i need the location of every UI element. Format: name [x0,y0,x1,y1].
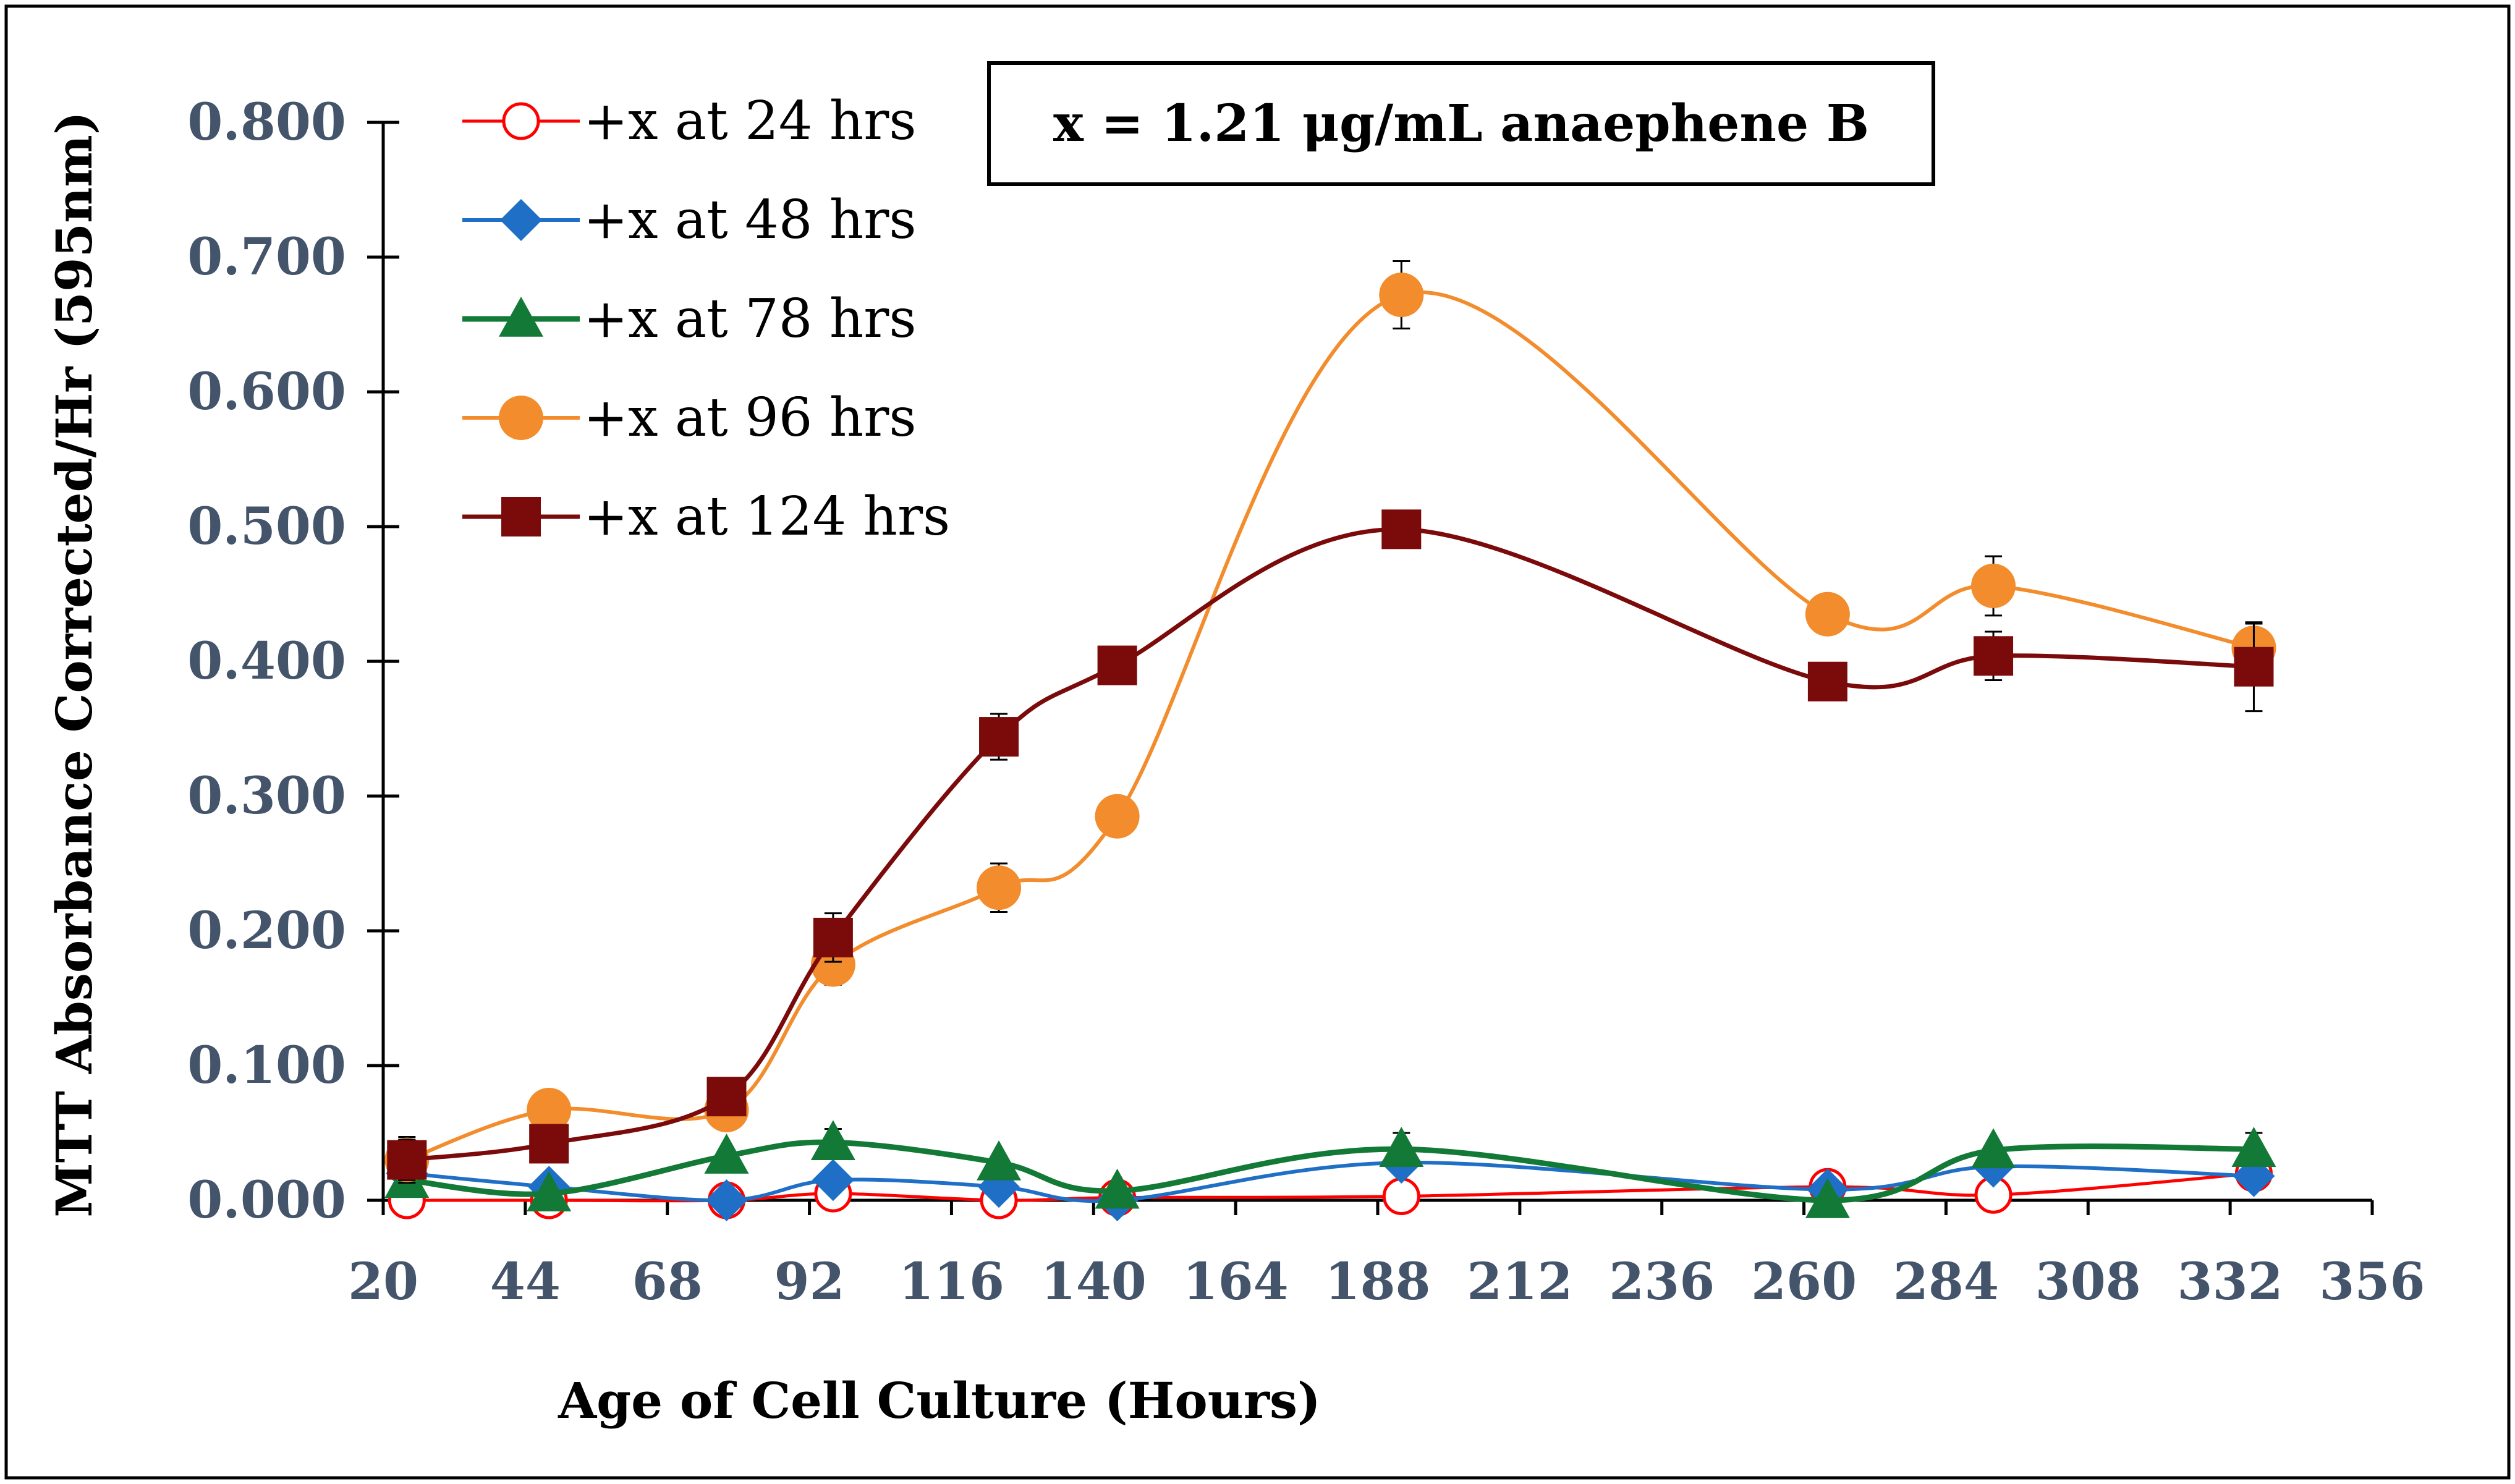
legend-item-1: +x at 24 hrs [462,90,916,152]
data-point [977,865,1022,910]
series-layer [384,260,2276,1221]
data-point [1805,1178,1850,1218]
x-tick-label: 20 [348,1252,418,1312]
legend-item-3: +x at 78 hrs [462,288,916,350]
data-point [1381,509,1422,549]
legend-label: +x at 24 hrs [583,90,916,152]
axes: 20 44 68 92 116 140 164 188 212 236 260 284 308 332 35… [187,93,2425,1312]
x-tick-label: 212 [1467,1252,1572,1312]
series-5 [387,509,2274,1181]
data-point [2231,1127,2276,1167]
y-tick-label: 0.100 [187,1036,346,1095]
legend-label: +x at 124 hrs [583,486,950,548]
legend-marker [499,297,543,337]
data-point [810,1120,855,1161]
data-point [1805,591,1850,637]
x-tick-label: 68 [632,1252,703,1312]
data-point [706,1077,747,1117]
legend-marker [501,497,541,536]
x-tick-label: 164 [1183,1252,1289,1312]
x-tick-label: 92 [774,1252,845,1312]
data-point [1095,1168,1140,1209]
y-tick-label: 0.000 [187,1171,346,1230]
x-axis-title: Age of Cell Culture (Hours) [558,1372,1321,1430]
data-point [1379,1127,1424,1167]
series-line [407,1160,2254,1203]
series-line [406,1139,2254,1203]
x-tick-label: 44 [490,1252,561,1312]
annotation-box: x = 1.21 μg/mL anaephene B [987,61,1935,186]
x-tick-label: 332 [2178,1252,2283,1312]
x-tick-label: 116 [899,1252,1004,1312]
chart-frame [4,4,2511,1480]
data-point [1382,1177,1420,1215]
data-point [979,717,1019,757]
x-tick-label: 188 [1325,1252,1430,1312]
data-point [1971,1128,2016,1169]
data-point [705,1179,748,1221]
legend-label: +x at 78 hrs [583,288,916,350]
x-tick-label: 308 [2035,1252,2141,1312]
legend-label: +x at 48 hrs [583,189,916,251]
legend-label: +x at 96 hrs [583,387,916,449]
data-point [1971,563,2016,608]
data-point [527,1171,572,1211]
x-tick-label: 236 [1609,1252,1715,1312]
data-point [1095,794,1140,839]
legend-item-5: +x at 124 hrs [462,486,950,548]
y-tick-label: 0.500 [187,497,346,556]
data-point [1379,273,1424,318]
y-tick-label: 0.200 [187,901,346,960]
legend-marker [500,199,542,241]
series-3 [384,1120,2276,1218]
y-tick-label: 0.300 [187,766,346,826]
legend: +x at 24 hrs +x at 48 hrs +x at 78 hrs +x a… [462,90,950,548]
data-point [387,1140,427,1180]
data-point [977,1140,1022,1181]
legend-marker [502,102,540,140]
data-point [2234,647,2274,687]
data-point [1974,636,2014,676]
legend-item-2: +x at 48 hrs [462,189,916,251]
x-tick-label: 284 [1893,1252,1999,1312]
legend-marker [499,396,543,440]
data-point [527,1087,572,1132]
annotation-frame [987,61,1935,186]
data-point [529,1124,569,1164]
annotation-text: x = 1.21 μg/mL anaephene B [1053,94,1869,153]
x-tick-label: 356 [2319,1252,2425,1312]
series-4 [384,260,2276,1184]
data-point [812,1159,854,1202]
x-tick-label: 140 [1041,1252,1147,1312]
legend-item-4: +x at 96 hrs [462,387,916,449]
data-point [704,1134,749,1174]
x-tick-label: 260 [1751,1252,1857,1312]
data-point [813,917,853,957]
y-tick-label: 0.400 [187,632,346,691]
y-tick-label: 0.800 [187,93,346,152]
data-point [1097,645,1137,685]
data-point [1807,661,1847,702]
y-axis-title: MTT Absorbance Corrected/Hr (595nm) [45,111,103,1218]
y-tick-label: 0.600 [187,362,346,422]
y-tick-label: 0.700 [187,227,346,287]
